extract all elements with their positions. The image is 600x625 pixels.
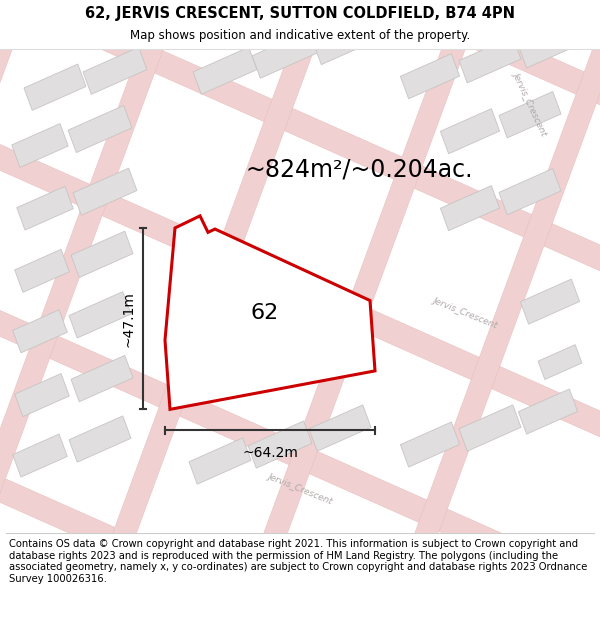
Polygon shape (518, 389, 578, 434)
Polygon shape (400, 422, 460, 467)
Polygon shape (0, 0, 15, 548)
Polygon shape (24, 64, 86, 111)
Polygon shape (68, 106, 132, 152)
Text: 62: 62 (251, 302, 279, 322)
Polygon shape (17, 186, 73, 230)
Polygon shape (400, 54, 460, 99)
Polygon shape (248, 421, 312, 468)
Text: ~824m²/~0.204ac.: ~824m²/~0.204ac. (245, 158, 473, 182)
Text: Map shows position and indicative extent of the property.: Map shows position and indicative extent… (130, 29, 470, 42)
Polygon shape (14, 374, 70, 417)
Polygon shape (499, 169, 561, 215)
Text: ~47.1m: ~47.1m (122, 291, 136, 347)
Text: Jervis_Crescent: Jervis_Crescent (266, 471, 334, 506)
Polygon shape (307, 0, 600, 625)
Polygon shape (13, 310, 67, 353)
Polygon shape (440, 186, 500, 231)
Polygon shape (83, 47, 147, 94)
Polygon shape (177, 0, 535, 625)
Polygon shape (71, 356, 133, 402)
Text: ~64.2m: ~64.2m (242, 446, 298, 459)
Polygon shape (71, 231, 133, 278)
Polygon shape (459, 37, 521, 83)
Polygon shape (252, 30, 318, 78)
Polygon shape (36, 0, 600, 59)
Polygon shape (14, 249, 70, 292)
Polygon shape (0, 0, 145, 606)
Polygon shape (538, 344, 582, 379)
Polygon shape (440, 109, 500, 154)
Polygon shape (459, 405, 521, 451)
Polygon shape (518, 23, 578, 68)
Polygon shape (189, 438, 251, 484)
Polygon shape (0, 0, 275, 625)
Polygon shape (0, 379, 600, 625)
Text: 62, JERVIS CRESCENT, SUTTON COLDFIELD, B74 4PN: 62, JERVIS CRESCENT, SUTTON COLDFIELD, B… (85, 6, 515, 21)
Polygon shape (0, 0, 600, 344)
Polygon shape (69, 292, 131, 338)
Polygon shape (499, 91, 561, 138)
Polygon shape (0, 0, 600, 202)
Polygon shape (193, 47, 257, 94)
Polygon shape (0, 237, 600, 625)
Polygon shape (309, 405, 371, 451)
Polygon shape (520, 279, 580, 324)
Polygon shape (47, 0, 404, 625)
Text: Contains OS data © Crown copyright and database right 2021. This information is : Contains OS data © Crown copyright and d… (9, 539, 587, 584)
Polygon shape (12, 124, 68, 168)
Text: Jervis_Crescent: Jervis_Crescent (511, 71, 548, 137)
Polygon shape (69, 416, 131, 462)
Polygon shape (0, 94, 600, 487)
Polygon shape (73, 168, 137, 215)
Text: Jervis_Crescent: Jervis_Crescent (431, 296, 499, 330)
Polygon shape (165, 216, 375, 409)
Polygon shape (313, 18, 377, 64)
Polygon shape (13, 434, 67, 477)
